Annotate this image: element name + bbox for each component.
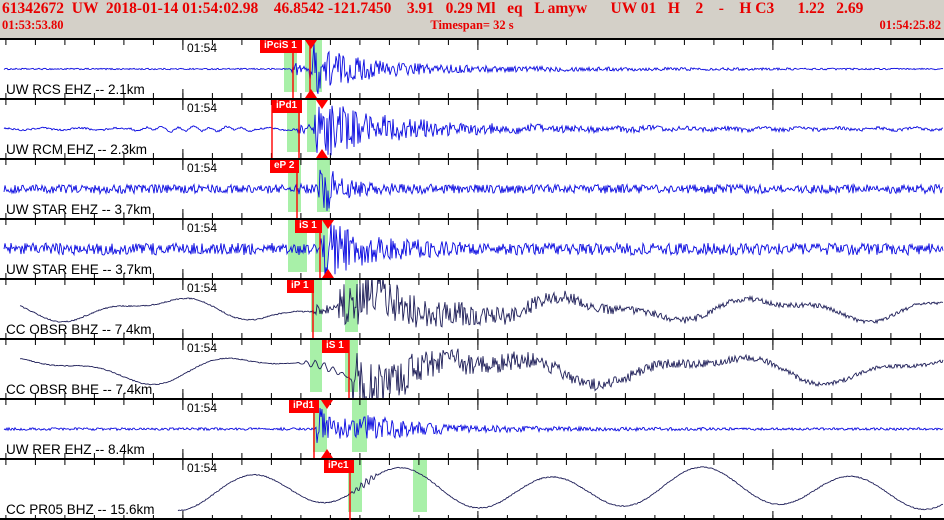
trace-panel-obsr-bhe[interactable]: 01:54 iS 1 CC OBSR BHE -- 7.4km — [0, 338, 944, 398]
phase-pick-flag[interactable]: iPc1 — [324, 460, 354, 473]
phase-pick-flag[interactable]: iPd1 — [289, 400, 320, 413]
minute-time-label: 01:54 — [187, 281, 218, 295]
seismogram-plot — [5, 460, 944, 520]
pick-highlight-band — [310, 340, 322, 392]
phase-pick-flag[interactable]: iS 1 — [322, 340, 349, 353]
waveform-trace — [3, 105, 944, 156]
tick-marks — [5, 280, 921, 338]
window-end-time: 01:54:25.82 — [879, 18, 941, 32]
waveform-trace — [3, 407, 944, 443]
pick-highlight-band — [288, 220, 307, 272]
pick-triangle-down-icon[interactable] — [316, 100, 328, 109]
event-summary-line: 61342672 UW 2018-01-14 01:54:02.98 46.85… — [2, 0, 864, 17]
tick-marks — [5, 460, 921, 520]
pick-triangle-down-icon[interactable] — [305, 40, 317, 49]
pick-highlight-band — [288, 160, 301, 212]
trace-panel-star-ehz[interactable]: 01:54 eP 2 UW STAR EHZ -- 3.7km — [0, 158, 944, 218]
minute-time-label: 01:54 — [187, 41, 218, 55]
trace-panel-obsr-bhz[interactable]: 01:54 iP 1 CC OBSR BHZ -- 7.4km — [0, 278, 944, 338]
seismogram-plot — [3, 160, 944, 218]
pick-triangle-up-icon[interactable] — [321, 449, 333, 458]
waveform-trace — [19, 348, 944, 398]
trace-panel-pr05-bhz[interactable]: 01:54 iPc1 CC PR05 BHZ -- 15.6km — [0, 458, 944, 520]
pick-triangle-up-icon[interactable] — [305, 89, 317, 98]
trace-panel-rcs-ehz[interactable]: 01:54 iPciS 1 UW RCS EHZ -- 2.1km — [0, 38, 944, 98]
phase-pick-flag[interactable]: iP 1 — [287, 280, 314, 293]
phase-pick-flag[interactable]: iPd1 — [272, 100, 303, 113]
trace-panel-star-ehe[interactable]: 01:54 iS 1 UW STAR EHE -- 3.7km — [0, 218, 944, 278]
tick-marks — [5, 340, 921, 398]
pick-highlight-band — [287, 100, 300, 152]
tick-marks — [5, 400, 921, 458]
pick-highlight-band — [307, 100, 316, 152]
minute-time-label: 01:54 — [187, 341, 218, 355]
tick-marks — [5, 40, 921, 98]
pick-highlight-band — [348, 460, 362, 512]
pick-highlight-band — [413, 460, 427, 512]
minute-time-label: 01:54 — [187, 161, 218, 175]
timespan-label: Timespan= 32 s — [430, 18, 514, 32]
minute-time-label: 01:54 — [187, 101, 218, 115]
seismogram-plot — [3, 220, 944, 278]
waveform-trace — [177, 466, 944, 512]
window-start-time: 01:53:53.80 — [2, 18, 64, 32]
tick-marks — [5, 100, 921, 158]
station-channel-label: UW RCM EHZ -- 2.3km — [6, 142, 147, 157]
pick-triangle-up-icon[interactable] — [316, 149, 328, 158]
pick-highlight-band — [284, 40, 297, 92]
station-channel-label: UW STAR EHZ -- 3.7km — [6, 202, 152, 217]
phase-pick-flag[interactable]: iPciS 1 — [260, 40, 302, 53]
waveform-trace — [19, 280, 943, 328]
phase-pick-flag[interactable]: eP 2 — [270, 160, 300, 173]
event-header-bar: 61342672 UW 2018-01-14 01:54:02.98 46.85… — [0, 0, 944, 38]
seismogram-plot — [3, 400, 944, 458]
station-channel-label: CC PR05 BHZ -- 15.6km — [6, 502, 155, 517]
station-channel-label: UW STAR EHE -- 3.7km — [6, 262, 153, 277]
tick-marks — [5, 160, 921, 218]
pick-triangle-down-icon[interactable] — [321, 400, 333, 409]
trace-panel-rcm-ehz[interactable]: 01:54 iPd1 UW RCM EHZ -- 2.3km — [0, 98, 944, 158]
waveform-trace — [3, 169, 944, 211]
trace-panels-container: 01:54 iPciS 1 UW RCS EHZ -- 2.1km 01:54 iPd1… — [0, 38, 944, 520]
station-channel-label: UW RCS EHZ -- 2.1km — [6, 82, 145, 97]
minute-time-label: 01:54 — [187, 221, 218, 235]
seismogram-plot — [3, 40, 944, 98]
phase-pick-flag[interactable]: iS 1 — [295, 220, 322, 233]
waveform-trace — [3, 222, 944, 278]
waveform-trace — [3, 43, 944, 94]
station-channel-label: CC OBSR BHZ -- 7.4km — [6, 322, 152, 337]
station-channel-label: UW RER EHZ -- 8.4km — [6, 442, 145, 457]
seismogram-plot — [5, 280, 943, 338]
pick-triangle-down-icon[interactable] — [322, 220, 334, 229]
tick-marks — [5, 220, 921, 278]
pick-highlight-band — [305, 40, 322, 92]
trace-panel-rer-ehz[interactable]: 01:54 iPd1 UW RER EHZ -- 8.4km — [0, 398, 944, 458]
station-channel-label: CC OBSR BHE -- 7.4km — [6, 382, 153, 397]
minute-time-label: 01:54 — [187, 401, 218, 415]
time-axis-header: 01:53:53.80 Timespan= 32 s 01:54:25.82 — [0, 17, 944, 32]
minute-time-label: 01:54 — [187, 461, 218, 475]
seismogram-plot — [5, 340, 944, 398]
pick-triangle-up-icon[interactable] — [322, 269, 334, 278]
